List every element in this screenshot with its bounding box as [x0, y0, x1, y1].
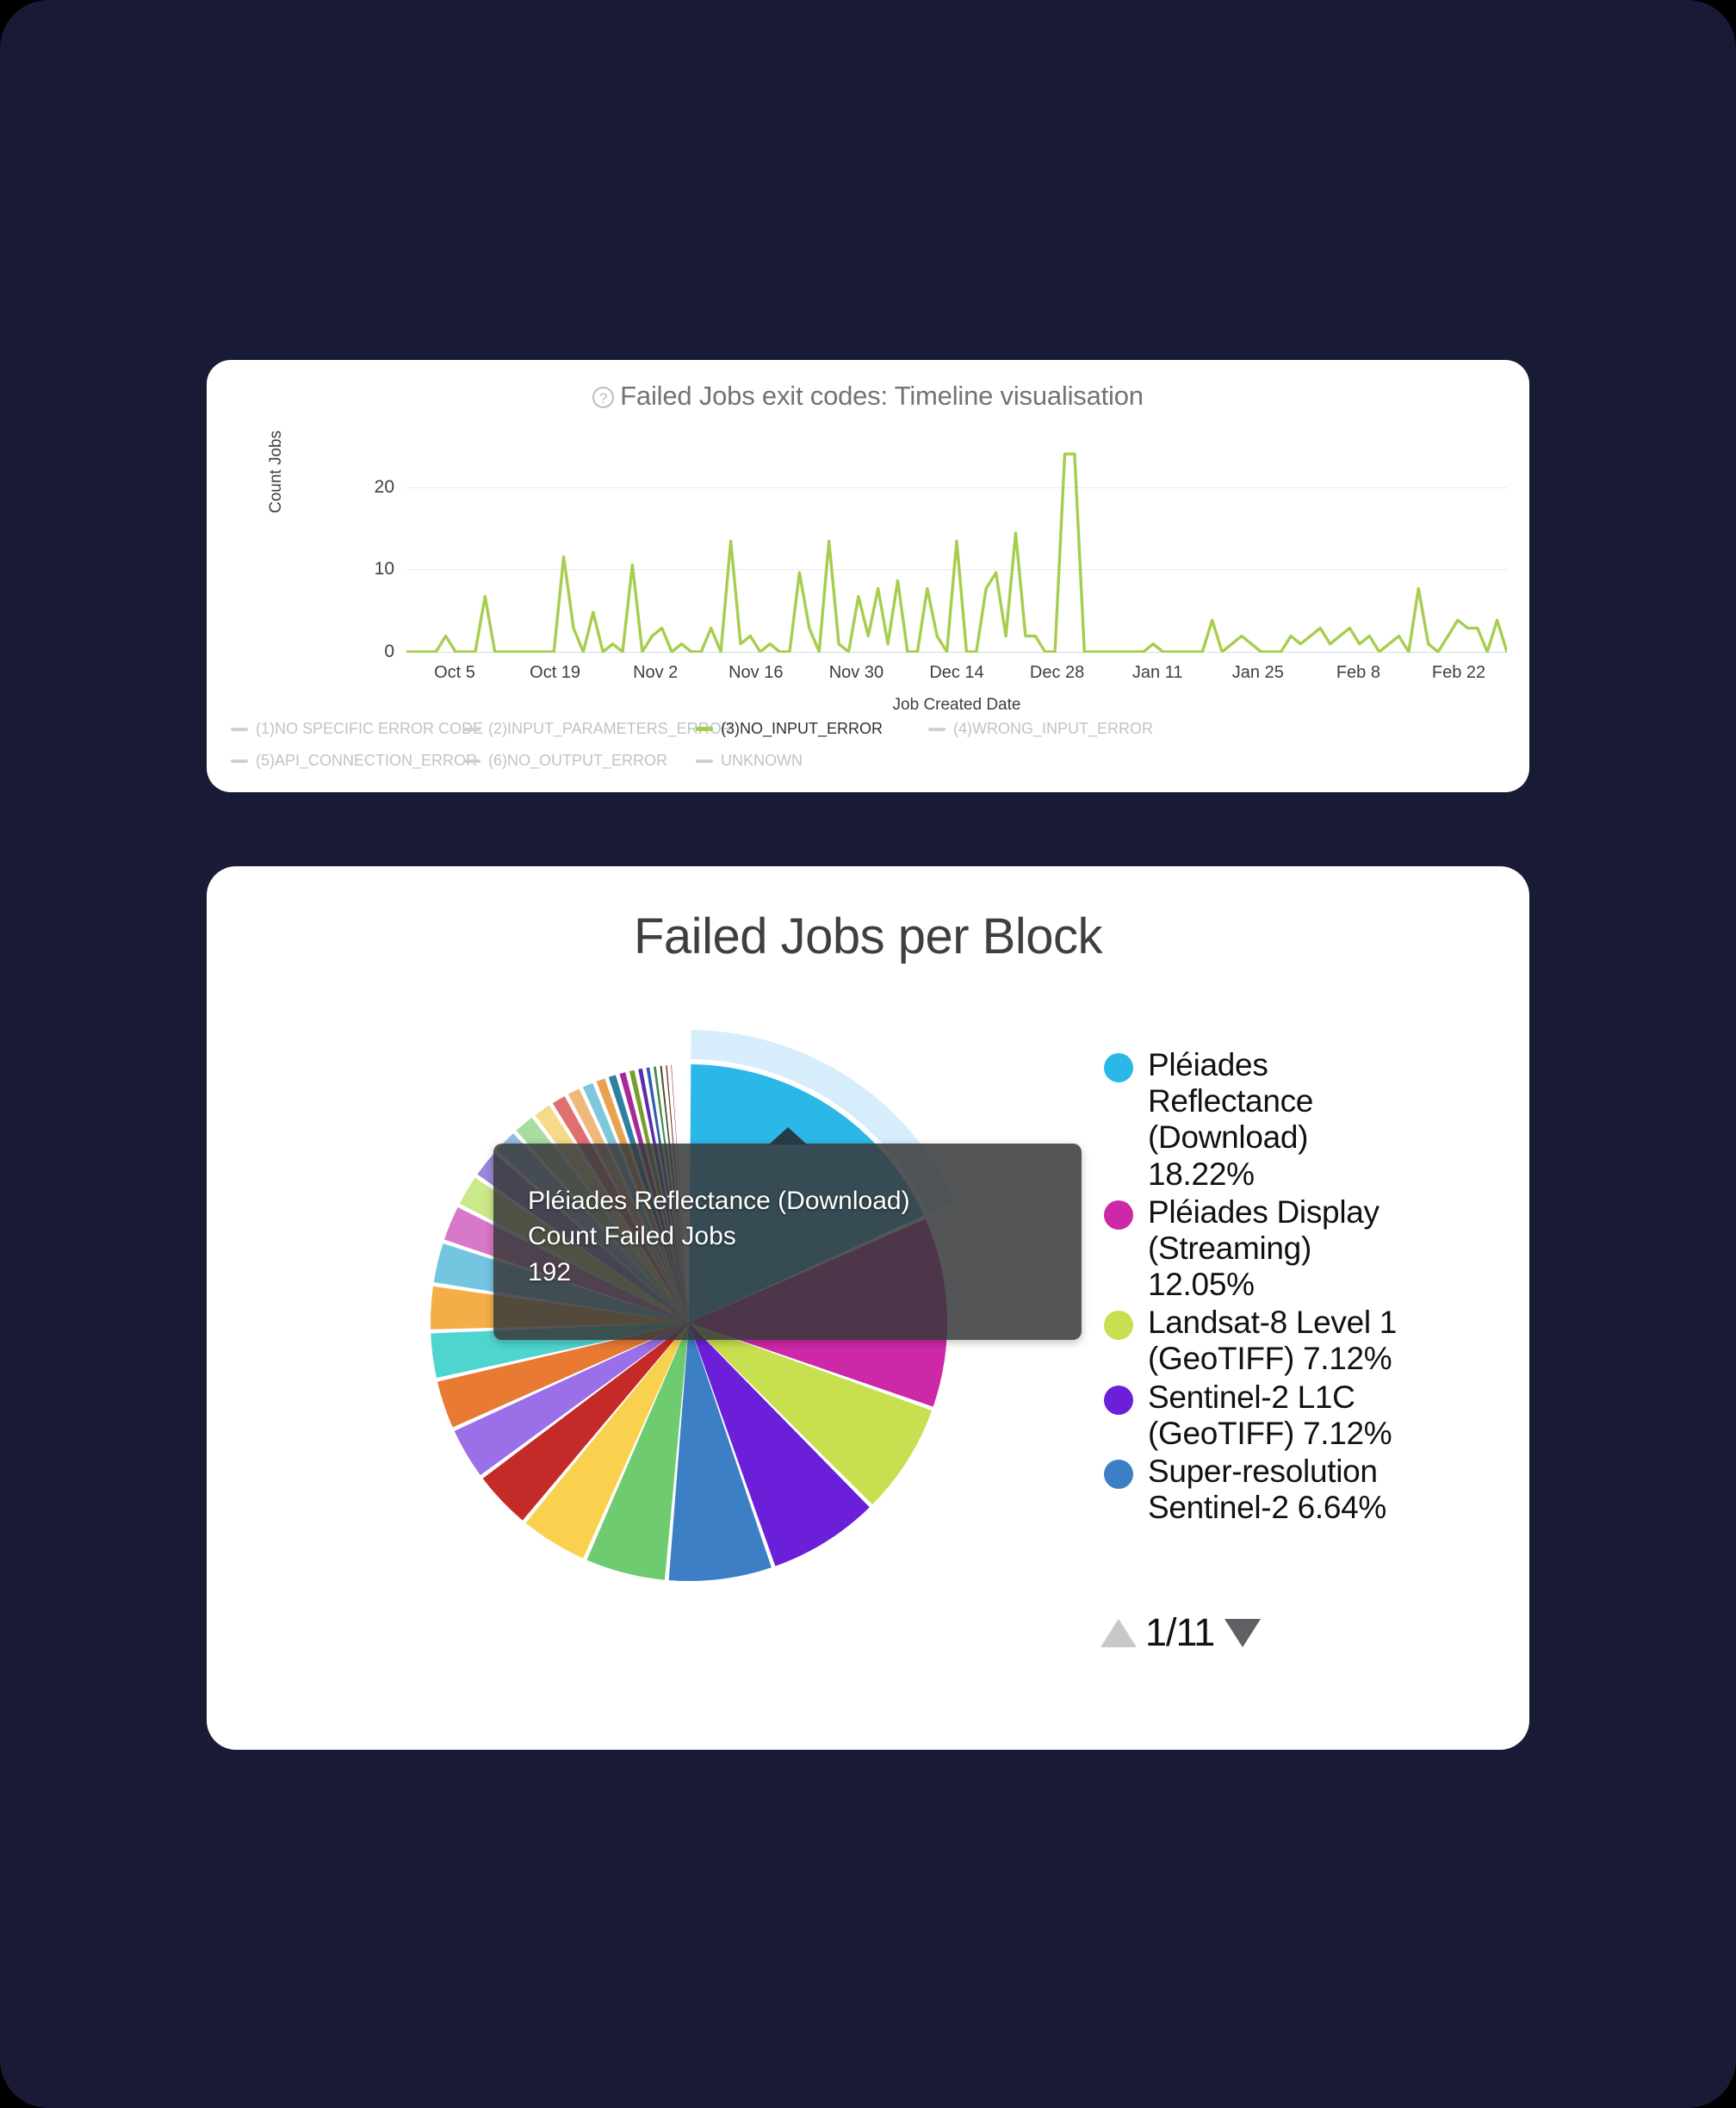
pie-legend-label: Super-resolution Sentinel-2 6.64% [1148, 1453, 1386, 1526]
timeline-legend-item-0[interactable]: (1)NO SPECIFIC ERROR CODE [231, 720, 483, 738]
x-tick-4: Nov 30 [828, 663, 884, 682]
legend-dash-icon [231, 727, 248, 731]
triangle-down-icon[interactable] [1224, 1618, 1262, 1647]
timeline-legend-item-1[interactable]: (2)INPUT_PARAMETERS_ERROR [463, 720, 733, 738]
timeline-legend-label: UNKNOWN [721, 752, 803, 769]
x-tick-8: Jan 25 [1231, 663, 1284, 682]
triangle-up-icon[interactable] [1100, 1618, 1137, 1647]
gridline-0 [406, 652, 1507, 653]
tooltip-value: 192 [528, 1257, 572, 1286]
tooltip-pointer [768, 1127, 807, 1144]
pie-slice[interactable] [482, 1323, 689, 1521]
legend-color-dot-icon [1104, 1053, 1133, 1082]
timeline-title-text: Failed Jobs exit codes: Timeline visuali… [620, 381, 1144, 411]
x-tick-1: Oct 19 [530, 663, 581, 682]
pie-slice[interactable] [689, 1323, 933, 1505]
pie-legend-label: Pléiades Reflectance (Download) 18.22% [1148, 1047, 1314, 1192]
legend-color-dot-icon [1104, 1311, 1133, 1341]
pie-slice[interactable] [454, 1323, 689, 1476]
x-axis-title: Job Created Date [892, 696, 1021, 714]
legend-pagination[interactable]: 1/11 [1100, 1610, 1262, 1655]
pie-chart-title: Failed Jobs per Block [634, 908, 1102, 964]
pie-legend-label: Pléiades Display (Streaming) 12.05% [1148, 1194, 1380, 1303]
y-tick-10: 10 [374, 559, 394, 579]
pie-slice[interactable] [525, 1323, 690, 1559]
timeline-chart-title: ? Failed Jobs exit codes: Timeline visual… [207, 381, 1529, 412]
legend-dash-icon [696, 759, 713, 763]
question-mark-circle-icon[interactable]: ? [592, 387, 615, 408]
x-tick-3: Nov 16 [728, 663, 784, 682]
pie-legend-label: Sentinel-2 L1C (GeoTIFF) 7.12% [1148, 1379, 1392, 1451]
timeline-legend-label: (1)NO SPECIFIC ERROR CODE [256, 720, 484, 737]
legend-color-dot-icon [1104, 1459, 1133, 1489]
timeline-series-line[interactable] [406, 437, 1507, 653]
timeline-legend-label: (3)NO_INPUT_ERROR [721, 720, 884, 737]
timeline-legend-label: (4)WRONG_INPUT_ERROR [953, 720, 1154, 737]
pie-legend-item-2[interactable]: Landsat-8 Level 1 (GeoTIFF) 7.12% [1104, 1305, 1423, 1377]
tooltip-metric: Count Failed Jobs [528, 1222, 736, 1251]
timeline-legend-item-6[interactable]: UNKNOWN [696, 752, 928, 770]
timeline-legend-label: (5)API_CONNECTION_ERROR [256, 752, 478, 769]
x-tick-2: Nov 2 [633, 663, 679, 682]
y-tick-20: 20 [374, 477, 394, 497]
timeline-legend-label: (6)NO_OUTPUT_ERROR [488, 752, 668, 769]
legend-dash-icon [463, 727, 480, 731]
legend-color-dot-icon [1104, 1385, 1133, 1415]
timeline-legend-label: (2)INPUT_PARAMETERS_ERROR [488, 720, 733, 737]
legend-dash-icon [696, 727, 713, 731]
x-tick-9: Feb 8 [1336, 663, 1380, 682]
pie-legend-item-1[interactable]: Pléiades Display (Streaming) 12.05% [1104, 1194, 1423, 1304]
legend-dash-icon [231, 759, 248, 763]
legend-color-dot-icon [1104, 1200, 1133, 1230]
tooltip-name: Pléiades Reflectance (Download) [528, 1187, 910, 1215]
pie-legend-label: Landsat-8 Level 1 (GeoTIFF) 7.12% [1148, 1305, 1398, 1377]
pie-legend-item-3[interactable]: Sentinel-2 L1C (GeoTIFF) 7.12% [1104, 1380, 1423, 1452]
pie-chart-legend[interactable]: Pléiades Reflectance (Download) 18.22% Pl… [1104, 1047, 1423, 1615]
timeline-plot-area: Count Jobs 20 10 0 Job Created Date Oct … [267, 431, 1507, 714]
timeline-legend-item-2[interactable]: (3)NO_INPUT_ERROR [696, 720, 928, 738]
timeline-legend: (1)NO SPECIFIC ERROR CODE (2)INPUT_PARAME… [231, 720, 1454, 770]
x-tick-5: Dec 14 [929, 663, 984, 682]
x-tick-10: Feb 22 [1431, 663, 1486, 682]
pie-slice[interactable] [668, 1323, 772, 1582]
gridline-10 [406, 569, 1507, 570]
x-tick-0: Oct 5 [434, 663, 475, 682]
pie-tooltip: Pléiades Reflectance (Download) Count Fa… [493, 1127, 1082, 1340]
timeline-legend-item-5[interactable]: (6)NO_OUTPUT_ERROR [463, 752, 696, 770]
legend-dash-icon [463, 759, 480, 763]
pie-legend-item-4[interactable]: Super-resolution Sentinel-2 6.64% [1104, 1454, 1423, 1526]
y-axis-title: Count Jobs [267, 430, 285, 513]
pie-slice[interactable] [586, 1323, 690, 1580]
y-tick-0: 0 [384, 642, 394, 661]
pie-legend-item-0[interactable]: Pléiades Reflectance (Download) 18.22% [1104, 1047, 1423, 1193]
x-tick-7: Jan 11 [1132, 663, 1183, 682]
pie-slice[interactable] [689, 1323, 870, 1566]
pie-slice[interactable] [437, 1323, 689, 1428]
timeline-legend-item-4[interactable]: (5)API_CONNECTION_ERROR [231, 752, 477, 770]
gridline-20 [406, 487, 1507, 488]
timeline-legend-item-3[interactable]: (4)WRONG_INPUT_ERROR [928, 720, 1161, 738]
x-tick-6: Dec 28 [1029, 663, 1085, 682]
pagination-label: 1/11 [1145, 1610, 1215, 1654]
legend-dash-icon [928, 727, 946, 731]
timeline-chart-card: ? Failed Jobs exit codes: Timeline visual… [207, 360, 1529, 792]
